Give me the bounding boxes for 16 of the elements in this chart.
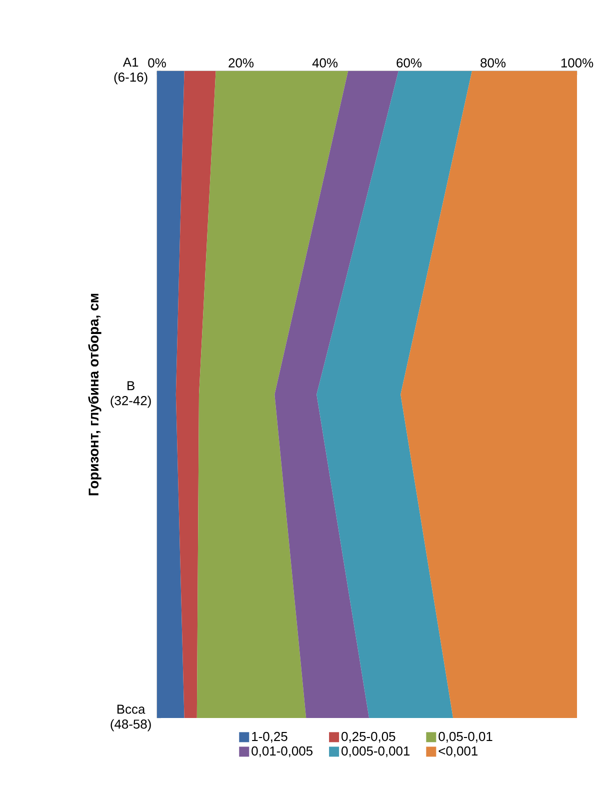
x-tick-label: 40% [312,58,338,68]
y-tick-label: B (32-42) [110,381,151,408]
legend-label: 0,01-0,005 [252,746,312,758]
legend-label: 0,05-0,01 [438,732,492,743]
legend-label: 1-0,25 [252,732,288,743]
x-tick-label: 20% [228,58,254,68]
x-tick-label: 0% [148,58,166,68]
x-tick-label: 100% [561,58,594,68]
y-axis-title: Горизонт, глубина отбора, см [88,294,102,496]
legend-label: 0,25-0,05 [342,732,396,743]
x-tick-label: 60% [396,58,422,68]
x-tick-label: 80% [480,58,506,68]
legend-label: 0,005-0,001 [342,746,410,758]
y-tick-label: Bcca (48-58) [110,704,151,732]
legend-label: <0,001 [438,746,478,758]
y-tick-label: A1 (6-16) [114,58,148,84]
